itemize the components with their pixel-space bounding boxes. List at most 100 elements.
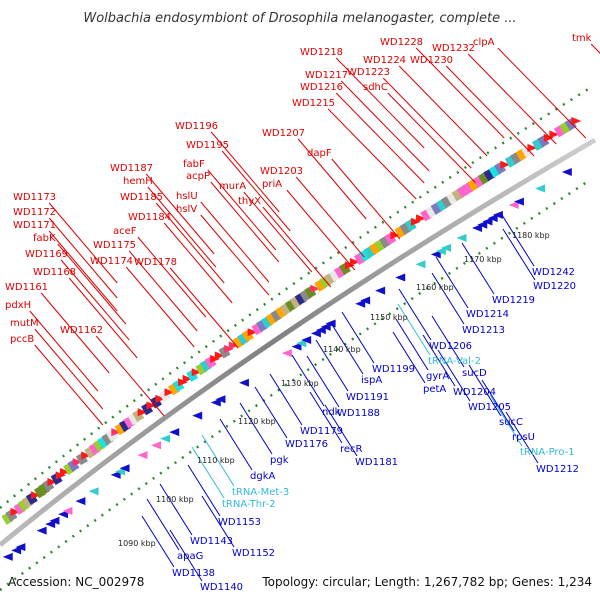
gene-label-pccb[interactable]: pccB <box>10 334 34 345</box>
reverse-gene-arrow <box>513 197 524 206</box>
gene-label-wd1140[interactable]: WD1140 <box>200 582 243 593</box>
gene-label-trna-met-3[interactable]: tRNA-Met-3 <box>232 487 289 498</box>
reverse-gene-arrow <box>395 273 406 282</box>
gene-label-wd1185[interactable]: WD1185 <box>120 192 163 203</box>
gene-label-wd1152[interactable]: WD1152 <box>232 548 275 559</box>
gene-label-apag[interactable]: apaG <box>177 551 203 562</box>
reverse-gene-arrow <box>215 395 226 404</box>
gene-label-gyra[interactable]: gyrA <box>426 371 449 382</box>
gene-label-wd1161[interactable]: WD1161 <box>5 282 48 293</box>
forward-gene-arrow <box>155 394 166 403</box>
gene-label-ndk[interactable]: ndk <box>322 407 341 418</box>
gene-label-pria[interactable]: priA <box>262 179 282 190</box>
gene-label-wd1206[interactable]: WD1206 <box>429 341 472 352</box>
gene-label-sdhc[interactable]: sdhC <box>363 82 388 93</box>
gene-label-fabk[interactable]: fabK <box>33 233 56 244</box>
gene-label-wd1169[interactable]: WD1169 <box>25 249 68 260</box>
gene-label-wd1216[interactable]: WD1216 <box>300 82 343 93</box>
gene-label-trna-thr-2[interactable]: tRNA-Thr-2 <box>222 499 276 510</box>
gene-label-wd1218[interactable]: WD1218 <box>300 47 343 58</box>
gene-label-peta[interactable]: petA <box>423 384 446 395</box>
gene-label-wd1196[interactable]: WD1196 <box>175 121 218 132</box>
leader-line <box>207 169 277 251</box>
gene-label-tmk[interactable]: tmk <box>572 33 592 44</box>
gene-label-clpa[interactable]: clpA <box>473 37 495 48</box>
leader-line <box>269 373 303 426</box>
gene-label-wd1228[interactable]: WD1228 <box>380 37 423 48</box>
gene-label-wd1207[interactable]: WD1207 <box>262 128 305 139</box>
gene-label-ispa[interactable]: ispA <box>361 375 382 386</box>
leader-line <box>467 53 557 145</box>
gene-label-hslu[interactable]: hslU <box>176 191 198 202</box>
forward-gene-block <box>260 315 273 329</box>
gene-label-wd1174[interactable]: WD1174 <box>90 256 133 267</box>
gene-label-wd1204[interactable]: WD1204 <box>453 387 496 398</box>
gene-label-wd1181[interactable]: WD1181 <box>355 457 398 468</box>
forward-gene-block <box>425 205 438 219</box>
reverse-gene-arrow <box>192 411 203 420</box>
gene-label-wd1187[interactable]: WD1187 <box>110 163 153 174</box>
leader-line <box>392 331 426 384</box>
gene-label-dgka[interactable]: dgkA <box>250 471 275 482</box>
gene-label-wd1184[interactable]: WD1184 <box>128 212 171 223</box>
gene-label-wd1195[interactable]: WD1195 <box>186 140 229 151</box>
kbp-tick-label: 1130 kbp <box>281 379 319 388</box>
gene-label-wd1219[interactable]: WD1219 <box>492 295 535 306</box>
gene-label-wd1162[interactable]: WD1162 <box>60 325 103 336</box>
gene-label-wd1171[interactable]: WD1171 <box>13 220 56 231</box>
gene-label-sucd[interactable]: sucD <box>462 368 487 379</box>
gene-label-pgk[interactable]: pgk <box>270 455 289 466</box>
gene-label-succ[interactable]: sucC <box>499 417 523 428</box>
gene-label-pdxh[interactable]: pdxH <box>5 300 31 311</box>
gene-label-trna-val-2[interactable]: tRNA-Val-2 <box>428 356 481 367</box>
gene-label-acpp[interactable]: acpP <box>186 171 210 182</box>
gene-label-wd1172[interactable]: WD1172 <box>13 207 56 218</box>
forward-gene-arrow <box>10 507 21 516</box>
forward-gene-block <box>97 435 110 449</box>
gene-label-wd1179[interactable]: WD1179 <box>300 426 343 437</box>
gene-label-wd1214[interactable]: WD1214 <box>466 309 509 320</box>
gene-label-dapf[interactable]: dapF <box>307 148 332 159</box>
forward-gene-block <box>399 222 412 235</box>
gene-label-wd1153[interactable]: WD1153 <box>218 517 261 528</box>
gene-label-wd1175[interactable]: WD1175 <box>93 240 136 251</box>
gene-label-rpsu[interactable]: rpsU <box>512 432 535 443</box>
gene-label-wd1176[interactable]: WD1176 <box>285 439 328 450</box>
gene-label-fabf[interactable]: fabF <box>183 159 205 170</box>
gene-label-wd1178[interactable]: WD1178 <box>134 257 177 268</box>
gene-label-wd1173[interactable]: WD1173 <box>13 192 56 203</box>
gene-label-wd1205[interactable]: WD1205 <box>468 402 511 413</box>
gene-label-trna-pro-1[interactable]: tRNA-Pro-1 <box>520 447 575 458</box>
gene-label-wd1203[interactable]: WD1203 <box>260 166 303 177</box>
gene-label-wd1242[interactable]: WD1242 <box>532 267 575 278</box>
gene-label-wd1212[interactable]: WD1212 <box>536 464 579 475</box>
gene-label-wd1232[interactable]: WD1232 <box>432 43 475 54</box>
gene-label-hemh[interactable]: hemH <box>123 176 153 187</box>
gene-label-wd1213[interactable]: WD1213 <box>462 325 505 336</box>
gene-label-wd1143[interactable]: WD1143 <box>190 536 233 547</box>
gene-label-wd1138[interactable]: WD1138 <box>172 568 215 579</box>
gene-label-wd1168[interactable]: WD1168 <box>33 267 76 278</box>
gene-label-wd1188[interactable]: WD1188 <box>337 408 380 419</box>
gene-label-wd1224[interactable]: WD1224 <box>363 55 406 66</box>
gene-label-wd1220[interactable]: WD1220 <box>533 281 576 292</box>
gene-label-acef[interactable]: aceF <box>113 226 137 237</box>
forward-gene-block <box>559 121 572 135</box>
gene-label-wd1217[interactable]: WD1217 <box>305 70 348 81</box>
gene-label-wd1223[interactable]: WD1223 <box>347 67 390 78</box>
gene-label-wd1199[interactable]: WD1199 <box>372 364 415 375</box>
gene-label-wd1230[interactable]: WD1230 <box>410 55 453 66</box>
forward-gene-block <box>21 495 34 509</box>
gene-label-mutm[interactable]: mutM <box>10 318 39 329</box>
gene-label-hslv[interactable]: hslV <box>176 204 197 215</box>
forward-gene-block <box>265 312 278 326</box>
gene-label-wd1191[interactable]: WD1191 <box>346 392 389 403</box>
gene-label-recr[interactable]: recR <box>340 444 363 455</box>
forward-gene-block <box>251 322 264 336</box>
leader-line <box>415 47 505 139</box>
gene-label-mura[interactable]: murA <box>219 181 246 192</box>
gene-label-thyx[interactable]: thyX <box>238 196 261 207</box>
leader-line <box>155 202 225 284</box>
gene-label-wd1215[interactable]: WD1215 <box>292 98 335 109</box>
forward-gene-block <box>467 178 480 192</box>
